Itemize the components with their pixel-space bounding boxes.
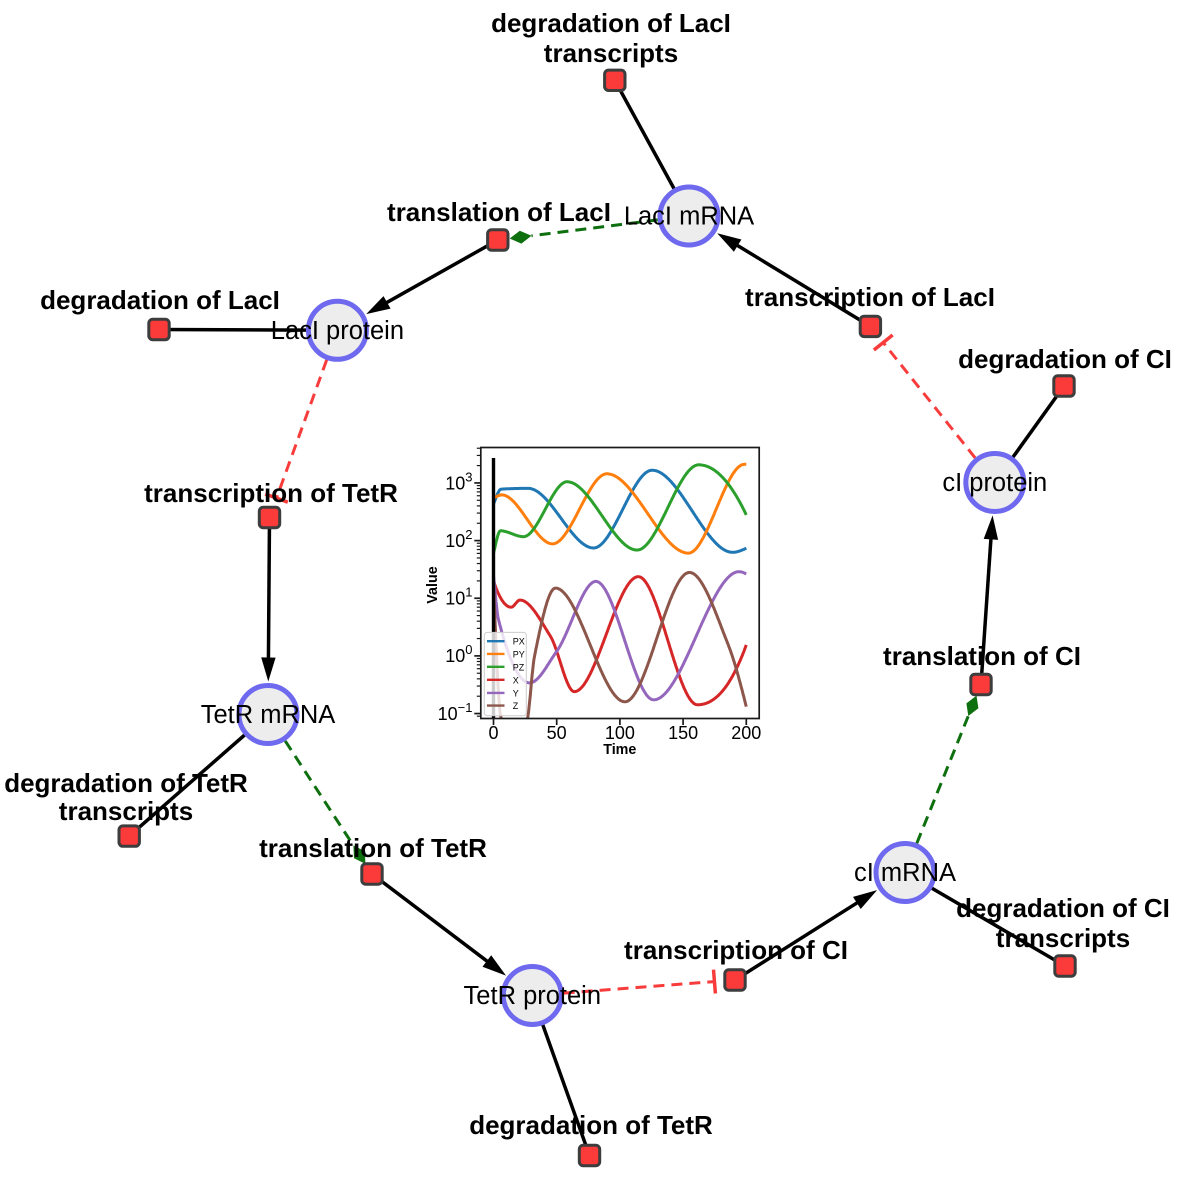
svg-text:Time: Time	[603, 742, 636, 758]
svg-text:transcripts: transcripts	[59, 796, 193, 826]
svg-text:translation of LacI: translation of LacI	[387, 197, 611, 227]
svg-text:cI protein: cI protein	[942, 469, 1047, 497]
svg-text:transcription of LacI: transcription of LacI	[745, 282, 995, 312]
svg-text:50: 50	[547, 723, 567, 743]
svg-text:transcription of TetR: transcription of TetR	[144, 478, 398, 508]
svg-text:transcription of CI: transcription of CI	[624, 935, 848, 965]
svg-text:degradation of TetR: degradation of TetR	[4, 768, 248, 798]
svg-text:LacI mRNA: LacI mRNA	[624, 203, 754, 231]
svg-text:degradation of CI: degradation of CI	[958, 344, 1172, 374]
svg-text:TetR mRNA: TetR mRNA	[201, 701, 336, 729]
svg-text:degradation of TetR: degradation of TetR	[469, 1110, 713, 1140]
svg-text:TetR protein: TetR protein	[464, 982, 602, 1010]
svg-text:10−1: 10−1	[438, 700, 473, 724]
svg-text:X: X	[513, 675, 519, 685]
svg-text:Value: Value	[425, 566, 441, 603]
svg-text:PX: PX	[513, 637, 525, 647]
svg-text:150: 150	[668, 723, 698, 743]
svg-text:LacI protein: LacI protein	[271, 317, 404, 345]
svg-text:degradation of LacI: degradation of LacI	[40, 285, 280, 315]
svg-text:Y: Y	[513, 688, 519, 698]
svg-text:PY: PY	[513, 649, 525, 659]
svg-text:translation of TetR: translation of TetR	[259, 833, 487, 863]
svg-text:0: 0	[488, 723, 498, 743]
svg-text:100: 100	[605, 723, 635, 743]
svg-text:200: 200	[731, 723, 761, 743]
svg-text:transcripts: transcripts	[544, 38, 678, 68]
svg-text:cI mRNA: cI mRNA	[854, 859, 956, 887]
svg-text:translation of CI: translation of CI	[883, 641, 1081, 671]
svg-text:Z: Z	[513, 701, 519, 711]
svg-text:transcripts: transcripts	[996, 923, 1130, 953]
svg-text:PZ: PZ	[513, 662, 525, 672]
svg-text:degradation of LacI: degradation of LacI	[491, 8, 731, 38]
svg-text:degradation of CI: degradation of CI	[956, 893, 1170, 923]
